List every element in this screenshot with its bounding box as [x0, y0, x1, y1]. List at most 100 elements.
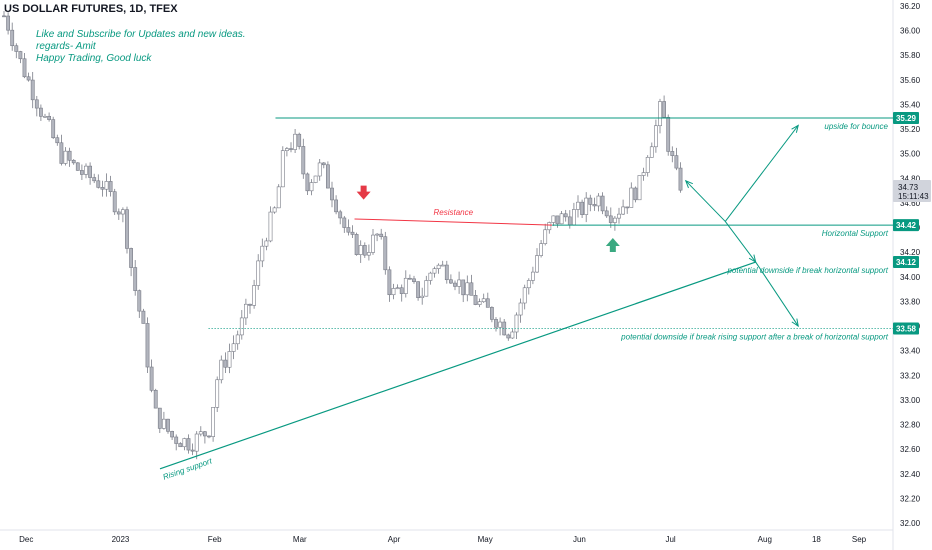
candle-body [211, 407, 216, 437]
candle-body [625, 206, 630, 209]
rising-support-label: Rising support [162, 456, 214, 482]
candle-body [321, 162, 326, 166]
candle [71, 159, 76, 165]
candle [284, 146, 289, 157]
candle-body [235, 334, 240, 345]
price-tag-bg [893, 322, 919, 335]
candle-body [67, 150, 72, 161]
candle [453, 280, 457, 291]
candle [432, 266, 437, 278]
candle-body [174, 436, 179, 444]
candle [174, 434, 179, 451]
candle-body [432, 268, 437, 274]
potential-downside-2-label: potential downside if break rising suppo… [620, 333, 889, 342]
x-tick-label: Sep [852, 535, 867, 544]
candle-body [391, 288, 396, 296]
candle-body [436, 264, 441, 269]
candle-body [354, 234, 359, 255]
candle [75, 162, 80, 171]
candle [633, 186, 638, 203]
candle [59, 134, 64, 166]
candle [18, 50, 23, 64]
price-tag: 33.58 [893, 322, 919, 335]
down-arrow-icon [356, 185, 371, 200]
candle [26, 72, 31, 82]
candle [43, 113, 47, 118]
chart-title: US DOLLAR FUTURES, 1D, TFEX [4, 3, 178, 15]
candle-body [133, 267, 138, 291]
candle-body [256, 260, 261, 286]
y-tick-label: 35.00 [900, 150, 921, 159]
candle [219, 355, 224, 384]
candle-body [121, 209, 125, 215]
candle [129, 247, 134, 277]
candle [260, 238, 265, 268]
candle-body [366, 252, 371, 256]
candle-body [563, 213, 568, 218]
x-tick-label: Dec [19, 535, 33, 544]
candle [535, 248, 539, 274]
up-arrow-icon [605, 238, 620, 253]
candle [149, 359, 154, 393]
arrow-to-support-break-head [748, 254, 757, 264]
candle-body [346, 227, 351, 233]
candle [567, 210, 572, 229]
candle [170, 430, 175, 441]
candle [477, 298, 482, 308]
candle-body [658, 101, 662, 127]
candle-body [559, 213, 564, 225]
candle-body [166, 418, 170, 432]
candle [321, 162, 326, 169]
candle-body [387, 269, 392, 296]
candle-body [30, 79, 35, 101]
candle [166, 418, 170, 434]
y-tick-label: 32.80 [900, 421, 921, 430]
candle-body [440, 264, 445, 267]
candle-body [670, 151, 675, 156]
candle [157, 407, 162, 434]
candle-body [375, 233, 380, 236]
candle-body [621, 206, 626, 215]
candle [317, 159, 322, 181]
candle [600, 192, 605, 215]
x-tick-label: May [478, 535, 493, 544]
candle-body [403, 277, 408, 294]
candle [645, 155, 650, 177]
y-tick-label: 36.20 [900, 2, 921, 11]
candle-body [334, 199, 339, 213]
candle-body [219, 359, 224, 381]
candle [526, 278, 531, 295]
candle-body [477, 301, 482, 305]
x-tick-label: Feb [208, 535, 222, 544]
candle [211, 407, 216, 442]
candle [289, 142, 293, 153]
rising-support-line [159, 261, 756, 470]
candle-body [34, 99, 39, 109]
candle-body [350, 231, 355, 235]
candle [112, 188, 117, 215]
arrow-upside [724, 125, 799, 222]
candle-body [358, 245, 363, 255]
note-line-1: Like and Subscribe for Updates and new i… [36, 29, 246, 40]
candle-body [514, 314, 519, 333]
candle [239, 310, 244, 340]
candle-body [71, 159, 76, 164]
signal-markers [356, 185, 620, 253]
candle-body [653, 125, 658, 148]
candle [494, 317, 498, 332]
candle [47, 112, 52, 122]
candle [203, 431, 207, 444]
candle-body [231, 343, 236, 352]
candle-body [584, 197, 589, 215]
x-tick-label: Jun [573, 535, 586, 544]
candle [198, 426, 203, 437]
candle [670, 146, 675, 163]
candle-body [297, 133, 302, 147]
candle-body [325, 164, 330, 189]
candle [555, 215, 560, 228]
price-tag-text: 34.12 [896, 258, 917, 267]
candle [662, 95, 667, 118]
candle [313, 175, 318, 184]
